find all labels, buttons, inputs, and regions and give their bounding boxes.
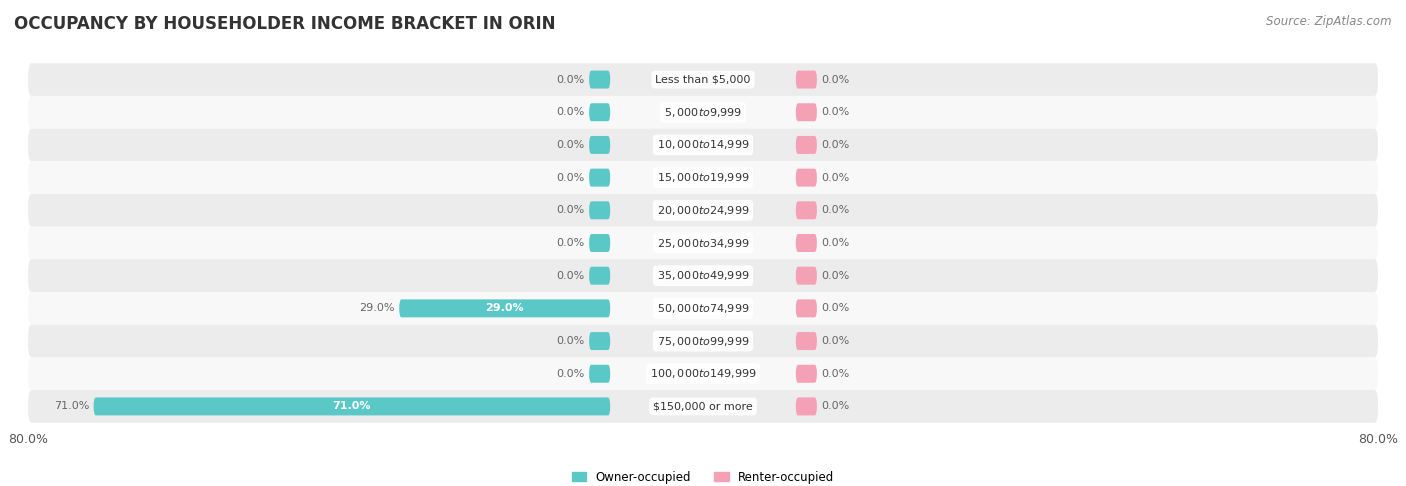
- FancyBboxPatch shape: [796, 267, 817, 285]
- FancyBboxPatch shape: [28, 260, 1378, 292]
- Text: $20,000 to $24,999: $20,000 to $24,999: [657, 204, 749, 217]
- Text: $15,000 to $19,999: $15,000 to $19,999: [657, 171, 749, 184]
- Text: 0.0%: 0.0%: [821, 74, 849, 85]
- Text: $5,000 to $9,999: $5,000 to $9,999: [664, 106, 742, 119]
- Text: $35,000 to $49,999: $35,000 to $49,999: [657, 269, 749, 282]
- Text: $100,000 to $149,999: $100,000 to $149,999: [650, 367, 756, 380]
- FancyBboxPatch shape: [28, 390, 1378, 423]
- FancyBboxPatch shape: [589, 267, 610, 285]
- Text: 29.0%: 29.0%: [360, 303, 395, 313]
- FancyBboxPatch shape: [796, 136, 817, 154]
- FancyBboxPatch shape: [796, 103, 817, 121]
- FancyBboxPatch shape: [589, 103, 610, 121]
- Text: 71.0%: 71.0%: [53, 401, 90, 412]
- FancyBboxPatch shape: [796, 332, 817, 350]
- FancyBboxPatch shape: [399, 299, 610, 317]
- FancyBboxPatch shape: [796, 365, 817, 383]
- FancyBboxPatch shape: [28, 194, 1378, 226]
- FancyBboxPatch shape: [796, 169, 817, 187]
- Text: $25,000 to $34,999: $25,000 to $34,999: [657, 237, 749, 249]
- FancyBboxPatch shape: [28, 357, 1378, 390]
- FancyBboxPatch shape: [28, 325, 1378, 357]
- Text: $10,000 to $14,999: $10,000 to $14,999: [657, 139, 749, 152]
- Text: 0.0%: 0.0%: [557, 271, 585, 281]
- Text: 0.0%: 0.0%: [821, 205, 849, 215]
- FancyBboxPatch shape: [589, 201, 610, 219]
- FancyBboxPatch shape: [589, 234, 610, 252]
- FancyBboxPatch shape: [589, 365, 610, 383]
- Text: 0.0%: 0.0%: [557, 238, 585, 248]
- FancyBboxPatch shape: [589, 332, 610, 350]
- FancyBboxPatch shape: [94, 398, 610, 416]
- FancyBboxPatch shape: [796, 234, 817, 252]
- Text: 0.0%: 0.0%: [557, 205, 585, 215]
- Text: $50,000 to $74,999: $50,000 to $74,999: [657, 302, 749, 315]
- Text: 0.0%: 0.0%: [821, 303, 849, 313]
- Text: 0.0%: 0.0%: [557, 173, 585, 183]
- Text: $150,000 or more: $150,000 or more: [654, 401, 752, 412]
- Text: 71.0%: 71.0%: [333, 401, 371, 412]
- Text: 0.0%: 0.0%: [821, 107, 849, 117]
- FancyBboxPatch shape: [589, 169, 610, 187]
- Text: 0.0%: 0.0%: [557, 369, 585, 379]
- FancyBboxPatch shape: [796, 398, 817, 416]
- FancyBboxPatch shape: [589, 70, 610, 88]
- Text: 0.0%: 0.0%: [821, 271, 849, 281]
- FancyBboxPatch shape: [28, 292, 1378, 325]
- Text: 0.0%: 0.0%: [557, 336, 585, 346]
- Text: 0.0%: 0.0%: [821, 369, 849, 379]
- Text: Source: ZipAtlas.com: Source: ZipAtlas.com: [1267, 15, 1392, 28]
- Text: OCCUPANCY BY HOUSEHOLDER INCOME BRACKET IN ORIN: OCCUPANCY BY HOUSEHOLDER INCOME BRACKET …: [14, 15, 555, 33]
- FancyBboxPatch shape: [28, 226, 1378, 260]
- Text: 0.0%: 0.0%: [557, 140, 585, 150]
- Text: Less than $5,000: Less than $5,000: [655, 74, 751, 85]
- Text: $75,000 to $99,999: $75,000 to $99,999: [657, 334, 749, 347]
- Text: 29.0%: 29.0%: [485, 303, 524, 313]
- FancyBboxPatch shape: [796, 201, 817, 219]
- Text: 0.0%: 0.0%: [821, 140, 849, 150]
- FancyBboxPatch shape: [28, 63, 1378, 96]
- FancyBboxPatch shape: [796, 299, 817, 317]
- FancyBboxPatch shape: [796, 70, 817, 88]
- FancyBboxPatch shape: [28, 129, 1378, 161]
- Text: 0.0%: 0.0%: [821, 238, 849, 248]
- Text: 0.0%: 0.0%: [557, 74, 585, 85]
- FancyBboxPatch shape: [28, 96, 1378, 129]
- Text: 0.0%: 0.0%: [821, 336, 849, 346]
- Text: 0.0%: 0.0%: [821, 401, 849, 412]
- FancyBboxPatch shape: [28, 161, 1378, 194]
- Text: 0.0%: 0.0%: [821, 173, 849, 183]
- FancyBboxPatch shape: [589, 136, 610, 154]
- Legend: Owner-occupied, Renter-occupied: Owner-occupied, Renter-occupied: [567, 466, 839, 486]
- Text: 0.0%: 0.0%: [557, 107, 585, 117]
